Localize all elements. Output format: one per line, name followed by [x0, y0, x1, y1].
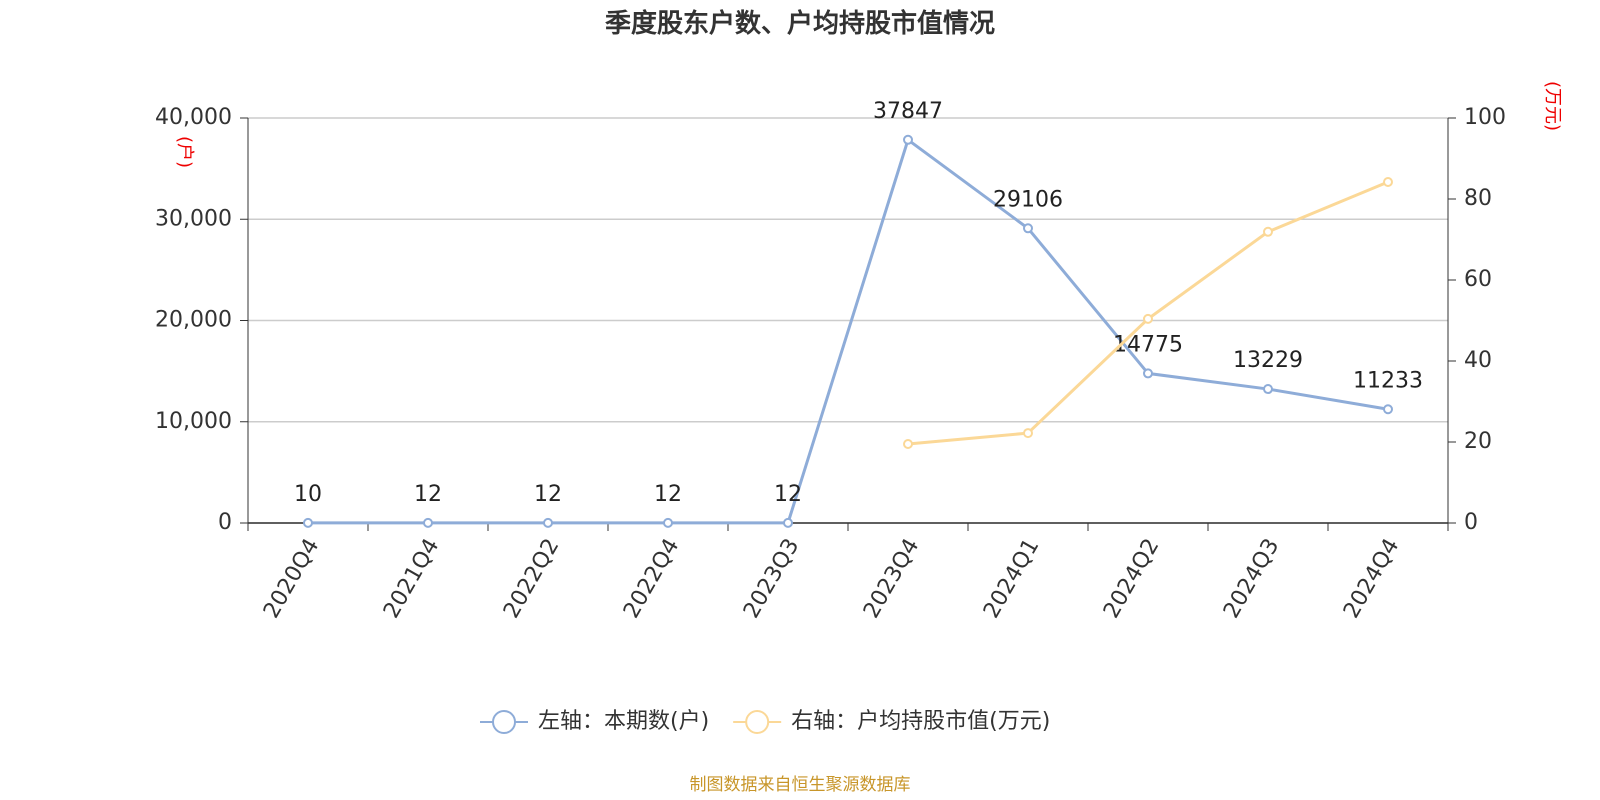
y2-tick-label: 40	[1464, 348, 1492, 373]
data-label: 14775	[1113, 332, 1183, 357]
data-label: 10	[294, 482, 322, 507]
data-label: 29106	[993, 187, 1063, 212]
y-unit: (户)	[174, 136, 195, 168]
point	[423, 517, 433, 528]
point	[1023, 428, 1033, 439]
y2-tick-label: 60	[1464, 267, 1492, 292]
y2-tick-label: 100	[1464, 105, 1506, 130]
series-line	[307, 137, 1389, 525]
source-note: 制图数据来自恒生聚源数据库	[690, 775, 911, 795]
x-tick-label: 2022Q4	[619, 535, 684, 623]
point	[783, 517, 793, 528]
y2-tick-label: 0	[1464, 510, 1478, 535]
point	[903, 439, 913, 450]
data-label: 11233	[1353, 368, 1423, 393]
x-tick-label: 2024Q3	[1219, 535, 1284, 623]
x-tick-label: 2023Q4	[859, 535, 924, 623]
point	[1023, 223, 1033, 234]
y2-unit: (万元)	[1542, 81, 1563, 131]
legend-label: 右轴：户均持股市值(万元)	[791, 709, 1050, 734]
point	[303, 517, 313, 528]
y-tick-label: 20,000	[155, 308, 232, 333]
y-tick-label: 10,000	[155, 409, 232, 434]
legend-marker	[745, 710, 770, 734]
point	[1263, 384, 1273, 395]
point	[543, 517, 553, 528]
point	[663, 517, 673, 528]
data-label: 37847	[873, 99, 943, 124]
point	[1143, 313, 1153, 324]
x-tick-label: 2023Q3	[739, 535, 804, 623]
y2-tick-label: 20	[1464, 429, 1492, 454]
x-tick-label: 2024Q2	[1099, 535, 1164, 623]
data-label: 12	[414, 482, 442, 507]
point	[1143, 368, 1153, 379]
point	[903, 134, 913, 145]
point	[1383, 404, 1393, 415]
y2-tick-label: 80	[1464, 186, 1492, 211]
x-tick-label: 2022Q2	[499, 535, 564, 623]
y-tick-label: 40,000	[155, 105, 232, 130]
x-tick-label: 2024Q1	[979, 535, 1044, 623]
x-tick-label: 2021Q4	[379, 535, 444, 623]
data-label: 13229	[1233, 348, 1303, 373]
y-tick-label: 30,000	[155, 206, 232, 231]
series-line	[907, 180, 1389, 446]
x-tick-label: 2024Q4	[1339, 535, 1404, 623]
point	[1263, 226, 1273, 237]
point	[1383, 176, 1393, 187]
chart-title: 季度股东户数、户均持股市值情况	[605, 8, 995, 39]
legend-marker	[492, 710, 516, 734]
data-label: 12	[774, 482, 802, 507]
legend-label: 左轴：本期数(户)	[538, 709, 709, 734]
y-tick-label: 0	[218, 510, 232, 535]
data-label: 12	[654, 482, 682, 507]
x-tick-label: 2020Q4	[259, 535, 324, 623]
data-label: 12	[534, 482, 562, 507]
